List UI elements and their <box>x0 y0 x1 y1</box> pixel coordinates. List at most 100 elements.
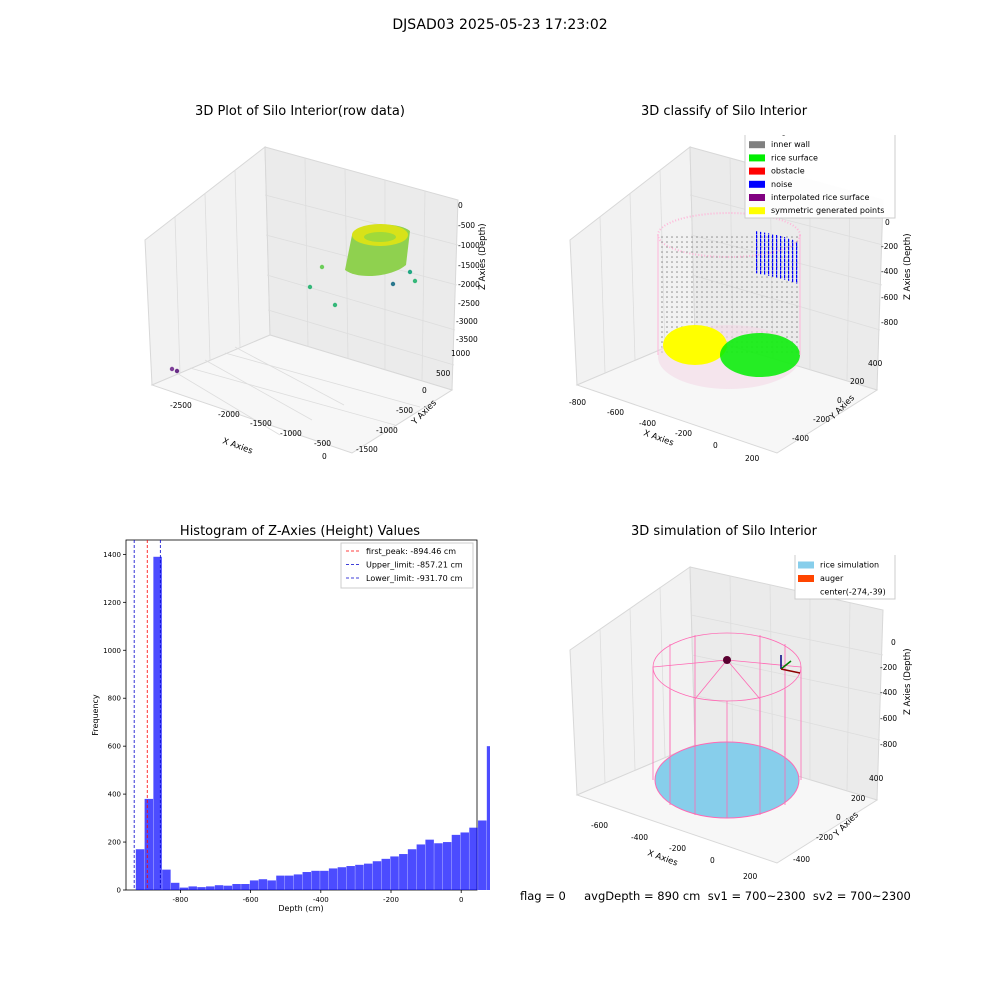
histogram-bar <box>355 864 364 890</box>
histogram-bar <box>223 885 233 890</box>
histogram-bar <box>399 854 408 890</box>
histogram-bar <box>232 884 241 890</box>
raw-3d-plot[interactable]: -2500 -2000 -1500 -1000 -500 0 1000 500 … <box>130 135 490 465</box>
sim-ytick: -200 <box>816 833 833 842</box>
histogram-bar <box>188 886 197 890</box>
histogram-ytick-label: 800 <box>108 695 121 703</box>
figure-title: DJSAD03 2025-05-23 17:23:02 <box>392 17 608 33</box>
raw-tick-labels: -2500 -2000 -1500 -1000 -500 0 1000 500 … <box>170 201 480 461</box>
raw-xtick: -1000 <box>280 429 302 438</box>
histogram-bar <box>372 861 382 890</box>
histogram-bar <box>179 887 189 890</box>
classify-xtick: -200 <box>675 429 692 438</box>
histogram-x-axis-label: Depth (cm) <box>278 904 323 913</box>
histogram-legend: first_peak: -894.46 cm Upper_limit: -857.… <box>340 542 474 589</box>
histogram-bar <box>346 866 355 890</box>
sim-ytick: 400 <box>869 774 884 783</box>
histogram-bar <box>214 885 224 890</box>
histogram-bar <box>135 849 145 890</box>
silo-wireframe <box>652 632 802 818</box>
sim-legend-swatch <box>798 561 814 569</box>
classify-noise-points <box>755 231 800 285</box>
legend-frame <box>744 135 896 219</box>
classify-plot-title: 3D classify of Silo Interior <box>640 104 808 119</box>
histogram-ytick-label: 600 <box>108 743 121 751</box>
histogram-bar <box>451 834 461 890</box>
histogram-ytick-label: 0 <box>117 887 121 895</box>
classify-legend-swatch <box>749 194 765 201</box>
classify-3d-plot[interactable]: original data inner wall rice surface obsta… <box>555 135 915 465</box>
histogram-vlines <box>133 540 161 890</box>
classify-legend-swatch <box>749 154 765 162</box>
histogram-bar <box>381 858 391 890</box>
raw-x-axis-label: X Axies <box>221 436 254 456</box>
raw-ztick: -3000 <box>456 317 478 326</box>
histogram-bar <box>416 844 426 890</box>
raw-ztick: -1500 <box>458 261 480 270</box>
histogram-chart[interactable]: -800 -600 -400 -200 0 0 200 400 600 800 1000 1200 14… <box>60 530 490 920</box>
floor-pane <box>575 334 879 454</box>
histogram-xtick-label: -200 <box>383 896 399 904</box>
histogram-bar <box>434 843 443 890</box>
histogram-bar <box>390 856 399 890</box>
raw-ztick: 0 <box>458 201 463 210</box>
histogram-ytick-label: 1400 <box>103 551 121 559</box>
histogram-bar <box>153 556 162 890</box>
sim-ztick: -400 <box>880 688 897 697</box>
classify-ztick: -600 <box>881 293 898 302</box>
sim-xtick: 0 <box>710 856 715 865</box>
legend-frame <box>340 542 474 589</box>
classify-legend-label: interpolated rice surface <box>771 193 869 202</box>
histogram-y-axis-label: Frequency <box>91 694 100 736</box>
raw-ztick: -500 <box>458 221 475 230</box>
raw-xtick: -2500 <box>170 401 192 410</box>
histogram-bar <box>258 879 268 890</box>
histogram-bar <box>276 875 285 890</box>
raw-xtick: -500 <box>314 439 331 448</box>
classify-xtick: -800 <box>569 398 586 407</box>
classify-legend-label: original data <box>771 135 822 136</box>
sim-ztick: -800 <box>880 740 897 749</box>
sim-ztick: -200 <box>880 663 897 672</box>
classify-legend-swatch <box>749 207 765 215</box>
sim-legend-swatch <box>798 575 814 582</box>
raw-ztick: -2000 <box>458 280 480 289</box>
raw-ytick: 1000 <box>451 349 470 358</box>
classify-ytick: -400 <box>792 434 809 443</box>
classify-ztick: 0 <box>885 218 890 227</box>
classify-ztick: -200 <box>881 242 898 251</box>
sim-legend-label: auger <box>820 574 844 583</box>
simulation-3d-plot[interactable]: silo rice simulation auger center(-274,-39)… <box>555 555 915 885</box>
simulation-plot-title: 3D simulation of Silo Interior <box>631 524 817 539</box>
histogram-legend-label: Upper_limit: -857.21 cm <box>366 561 463 570</box>
classify-xtick: 0 <box>713 441 718 450</box>
histogram-bar <box>460 832 469 890</box>
histogram-title: Histogram of Z-Axies (Height) Values <box>179 524 421 539</box>
histogram-bar <box>302 872 312 890</box>
classify-ytick: 200 <box>850 377 865 386</box>
histogram-xtick-label: 0 <box>459 896 463 904</box>
histogram-bar <box>486 746 490 890</box>
silo-center-marker <box>723 656 731 664</box>
histogram-bar <box>170 882 180 890</box>
sim-xtick: 200 <box>743 872 758 881</box>
histogram-ytick-label: 1200 <box>103 599 121 607</box>
sim-ytick: 200 <box>851 794 866 803</box>
classify-ytick: -200 <box>813 415 830 424</box>
histogram-bar <box>206 886 215 890</box>
classify-legend-swatch <box>749 141 765 149</box>
raw-ztick: -2500 <box>458 299 480 308</box>
histogram-bar <box>197 887 206 890</box>
histogram-bar <box>311 870 320 890</box>
simulation-tick-labels: -600 -400 -200 0 200 400 200 0 -200 -400… <box>591 638 897 881</box>
histogram-legend-label: Lower_limit: -931.70 cm <box>366 574 463 583</box>
raw-surface-inner <box>364 232 396 242</box>
classify-legend-label: obstacle <box>771 167 805 176</box>
histogram-bar <box>293 874 303 890</box>
sim-ytick: -400 <box>793 855 810 864</box>
histogram-bar <box>320 870 329 890</box>
sim-legend-label: silo <box>820 555 834 556</box>
classify-legend-swatch <box>749 167 765 175</box>
classify-xtick: 200 <box>745 454 760 463</box>
raw-xtick: -2000 <box>218 410 240 419</box>
